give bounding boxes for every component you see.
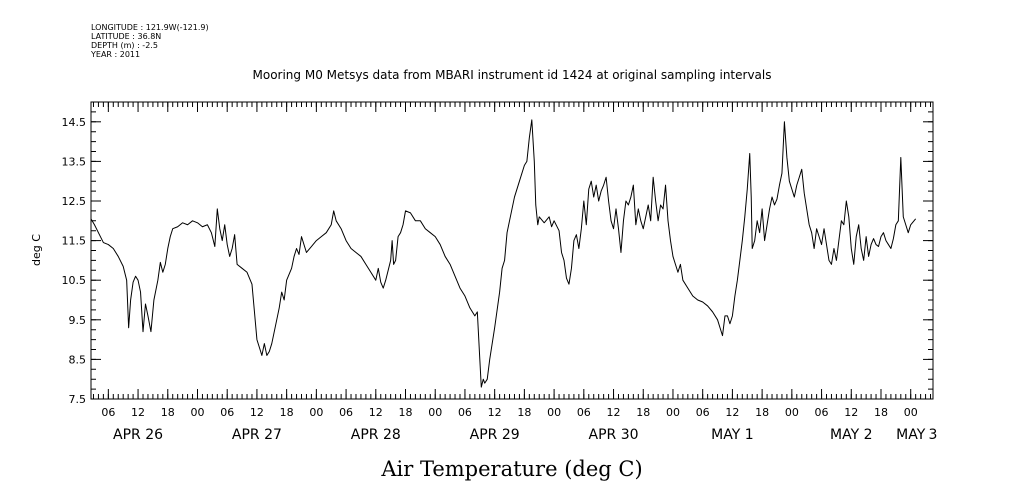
x-hour-label: 18 xyxy=(755,406,769,419)
x-day-label: MAY xyxy=(896,427,926,443)
x-hour-label: 12 xyxy=(725,406,739,419)
x-hour-label: 12 xyxy=(131,406,145,419)
meta-depth: DEPTH (m) : -2.5 xyxy=(91,41,158,50)
y-tick-label: 13.5 xyxy=(62,155,87,168)
x-day-label: MAY 1 xyxy=(711,427,753,443)
x-hour-label: 06 xyxy=(696,406,710,419)
minor-ticks xyxy=(91,101,933,400)
y-axis: 7.5 8.5 9.5 10.5 11.5 12.5 13.5 14.5 xyxy=(62,116,933,406)
y-tick-label: 10.5 xyxy=(62,274,87,287)
y-tick-label: 11.5 xyxy=(62,235,87,248)
x-hour-label: 00 xyxy=(428,406,442,419)
y-axis-label: deg C xyxy=(30,234,43,266)
x-hour-label: 18 xyxy=(161,406,175,419)
meta-year: YEAR : 2011 xyxy=(90,50,140,59)
chart-title: Mooring M0 Metsys data from MBARI instru… xyxy=(253,68,772,82)
x-day-label: APR 27 xyxy=(232,427,282,443)
x-hour-label: 18 xyxy=(517,406,531,419)
x-hour-label: 06 xyxy=(815,406,829,419)
x-day-label: APR 30 xyxy=(589,427,639,443)
x-axis: 06 12 18 00 06 12 18 00 06 12 18 00 06 12 18 00 06 12 18 00… xyxy=(101,102,937,443)
x-hour-label: 12 xyxy=(369,406,383,419)
series-group xyxy=(90,119,917,388)
plot-frame xyxy=(90,101,934,400)
metadata-block: LONGITUDE : 121.9W(-121.9) LATITUDE : 36… xyxy=(90,23,209,59)
x-day-label: APR 28 xyxy=(351,427,401,443)
x-hour-label: 06 xyxy=(577,406,591,419)
series-line-0 xyxy=(90,119,917,388)
x-day-label: MAY 2 xyxy=(830,427,872,443)
x-hour-label: 06 xyxy=(339,406,353,419)
y-tick-label: 8.5 xyxy=(69,353,87,366)
x-hour-label: 00 xyxy=(190,406,204,419)
x-hour-label: 18 xyxy=(636,406,650,419)
y-tick-label: 12.5 xyxy=(62,195,87,208)
x-day-label: APR 29 xyxy=(470,427,520,443)
x-hour-label: 12 xyxy=(844,406,858,419)
minor-tick-marks xyxy=(91,101,933,400)
meta-latitude: LATITUDE : 36.8N xyxy=(91,32,161,41)
x-hour-label: 12 xyxy=(250,406,264,419)
x-hour-label: 06 xyxy=(101,406,115,419)
x-hour-label: 18 xyxy=(280,406,294,419)
x-axis-title: Air Temperature (deg C) xyxy=(380,457,642,481)
x-hour-label: 06 xyxy=(220,406,234,419)
x-hour-label: 00 xyxy=(785,406,799,419)
meta-longitude: LONGITUDE : 121.9W(-121.9) xyxy=(91,23,209,32)
x-hour-label: 18 xyxy=(399,406,413,419)
x-day-label: APR 26 xyxy=(113,427,163,443)
x-hour-label: 00 xyxy=(309,406,323,419)
y-tick-label: 7.5 xyxy=(69,393,87,406)
x-hour-label: 12 xyxy=(607,406,621,419)
x-hour-label: 00 xyxy=(904,406,918,419)
x-hour-label: 12 xyxy=(488,406,502,419)
y-tick-label: 9.5 xyxy=(69,314,87,327)
x-hour-label: 06 xyxy=(458,406,472,419)
x-day-label: 3 xyxy=(929,427,938,443)
x-hour-label: 18 xyxy=(874,406,888,419)
x-hour-label: 00 xyxy=(547,406,561,419)
y-tick-label: 14.5 xyxy=(62,116,87,129)
x-hour-label: 00 xyxy=(666,406,680,419)
